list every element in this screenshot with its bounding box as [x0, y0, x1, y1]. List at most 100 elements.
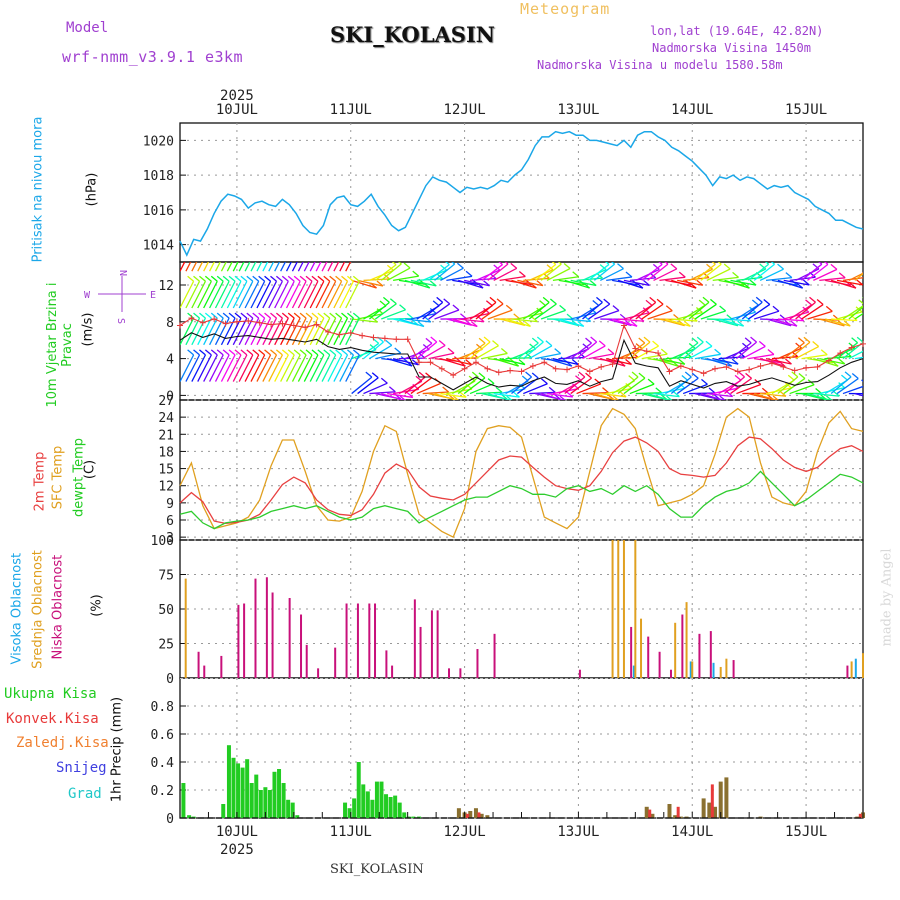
- wind-barb-flag: [678, 382, 686, 389]
- precip-total-bar: [644, 806, 649, 818]
- wind-barb: [274, 262, 281, 272]
- precip-total-bar: [181, 783, 186, 818]
- wind-barb-flag: [841, 374, 848, 381]
- wind-barb: [345, 280, 360, 309]
- bottom-year-label: 2025: [220, 842, 254, 858]
- wind-barb: [854, 356, 863, 360]
- watermark: made by Angel: [879, 548, 895, 647]
- precip-total-bar: [226, 745, 231, 818]
- wind-barb-flag: [312, 239, 318, 244]
- wind-barb-flag: [247, 239, 253, 244]
- wind-barb: [807, 392, 832, 400]
- wind-barb-flag: [465, 270, 473, 277]
- wind-barb: [339, 262, 346, 272]
- wind-barb-flag: [258, 349, 266, 356]
- wind-barb: [309, 354, 325, 382]
- wind-barb-flag: [869, 389, 875, 394]
- wind-barb: [528, 345, 553, 360]
- wind-barb: [517, 342, 539, 360]
- wind-barb-flag: [210, 275, 218, 282]
- wind-barb-flag: [299, 312, 307, 319]
- wind-barb: [629, 341, 651, 360]
- wind-barb: [434, 309, 460, 320]
- wind-barb: [291, 262, 298, 272]
- precip-total-bar: [254, 774, 259, 818]
- temp-unit: (C): [82, 459, 98, 480]
- wind-barb-flag: [451, 262, 456, 265]
- wind-barb-flag: [726, 390, 734, 397]
- wind-barb: [180, 280, 195, 309]
- wind-barb: [191, 262, 198, 272]
- wind-barb: [256, 280, 272, 309]
- precip-total-bar: [272, 771, 277, 818]
- station-title: SKI_KOLASIN: [330, 22, 495, 47]
- wind-barb: [712, 387, 739, 395]
- wind-barb-flag: [228, 349, 236, 356]
- wind-barb-flag: [222, 275, 230, 282]
- wind-barb: [256, 317, 272, 346]
- wind-barb: [688, 301, 710, 320]
- y-tick-label: 1018: [143, 169, 174, 184]
- wind-barb: [303, 354, 319, 382]
- wind-barb: [706, 268, 731, 281]
- precip-total-bar: [221, 804, 226, 818]
- precip-total-bar: [374, 781, 379, 818]
- wind-barb-flag: [851, 373, 859, 380]
- wind-barb: [706, 357, 732, 367]
- wind-barb-flag: [787, 374, 795, 381]
- model-elevation-label: Nadmorska Visina u modelu 1580.58m: [537, 58, 783, 72]
- wind-barb: [339, 280, 355, 309]
- wind-barb-flag: [701, 378, 708, 385]
- precip-total-bar: [718, 781, 723, 818]
- wind-barb-flag: [478, 372, 486, 379]
- wind-barb: [582, 345, 606, 360]
- wind-barb-flag: [655, 387, 663, 394]
- y-tick-label: 27: [158, 394, 174, 409]
- precip-total-bar: [236, 763, 241, 818]
- wind-barb-flag: [635, 343, 643, 350]
- y-tick-label: 8: [166, 316, 174, 331]
- wind-barb: [386, 357, 413, 367]
- wind-barb-flag: [459, 391, 467, 398]
- wind-barb: [747, 263, 770, 281]
- wind-barb: [309, 262, 316, 272]
- wind-barb-flag: [790, 320, 798, 327]
- wind-barb-flag: [767, 349, 775, 356]
- wind-barb: [659, 387, 686, 395]
- wind-barb: [197, 280, 212, 309]
- wind-barb-flag: [287, 275, 295, 282]
- wind-barb-flag: [702, 296, 710, 303]
- wind-barb: [819, 386, 845, 395]
- panel-frame-2: [179, 399, 864, 541]
- wind-gust-marker: [313, 321, 320, 328]
- wind-barb-flag: [678, 271, 686, 278]
- wind-barb-flag: [761, 387, 769, 394]
- wind-barb: [303, 317, 319, 346]
- wind-barb-flag: [531, 372, 539, 379]
- wind-speed-line: [179, 332, 864, 391]
- wind-barb: [481, 264, 503, 281]
- wind-barb-flag: [264, 312, 271, 319]
- y-tick-label: 24: [158, 411, 174, 426]
- top-day-label: 11JUL: [330, 102, 372, 118]
- wind-barb-flag: [758, 340, 766, 347]
- wind-barb-flag: [465, 359, 473, 366]
- wind-barb: [783, 377, 806, 395]
- wind-barb-flag: [430, 336, 438, 343]
- wind-barb-flag: [763, 298, 771, 305]
- wind-barb-flag: [329, 312, 337, 319]
- wind-barb: [262, 354, 278, 382]
- wind-barb: [635, 392, 662, 395]
- wind-barb-flag: [524, 320, 531, 327]
- wind-barb: [238, 262, 245, 272]
- wind-barb: [842, 385, 863, 395]
- low-cloud-label: Niska Oblacnost: [50, 554, 66, 660]
- wind-barb: [404, 279, 430, 289]
- wind-barb: [635, 268, 660, 281]
- wind-barb-flag: [710, 298, 717, 305]
- wind-barb-flag: [199, 275, 206, 282]
- wind-barb: [517, 312, 543, 320]
- wind-gust-marker: [359, 332, 366, 339]
- wind-barb: [747, 303, 771, 320]
- wind-barb: [653, 357, 679, 367]
